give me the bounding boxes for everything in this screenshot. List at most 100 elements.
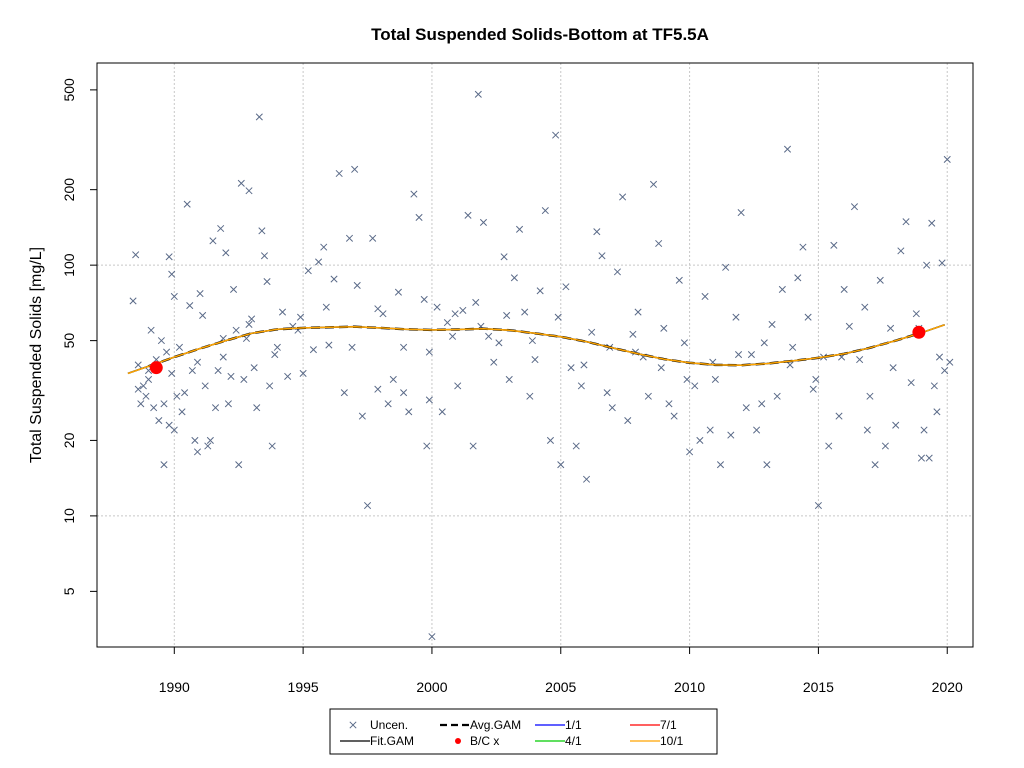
data-point (448, 332, 457, 340)
data-point (778, 285, 786, 293)
x-tick-label: 1990 (159, 679, 190, 695)
data-point (196, 290, 204, 298)
y-tick-label: 200 (61, 178, 77, 202)
data-point (845, 322, 853, 330)
data-point (170, 426, 178, 434)
data-point (598, 252, 606, 260)
data-point (871, 461, 879, 469)
data-point (173, 392, 181, 400)
data-point (245, 187, 253, 195)
data-point (670, 412, 678, 420)
data-point (425, 348, 433, 356)
data-point (315, 258, 323, 266)
legend-symbol (349, 721, 357, 729)
data-point (229, 285, 238, 293)
data-point (163, 348, 171, 356)
data-point (835, 412, 843, 420)
data-point (495, 339, 503, 347)
data-point (425, 396, 433, 404)
data-point (933, 408, 941, 416)
data-point (680, 339, 688, 347)
data-point (840, 285, 848, 293)
data-point (554, 313, 562, 321)
data-point (389, 375, 397, 384)
legend-item-7-1: 7/1 (630, 718, 677, 732)
data-point (248, 315, 256, 323)
data-point (716, 461, 725, 469)
data-point (907, 379, 915, 387)
data-point (644, 392, 652, 400)
y-tick-label: 50 (61, 333, 77, 349)
data-point (137, 400, 145, 408)
data-point (863, 426, 871, 434)
data-point (886, 324, 895, 332)
data-point (753, 426, 761, 434)
data-point (760, 339, 768, 347)
x-tick-label: 2020 (932, 679, 963, 695)
legend-item-avg-gam: Avg.GAM (440, 718, 521, 732)
x-tick-label: 2015 (803, 679, 834, 695)
data-point (696, 436, 704, 444)
data-point (861, 303, 869, 311)
data-point (722, 263, 730, 271)
data-point (374, 385, 382, 393)
bc-point (912, 325, 926, 339)
y-tick-label: 500 (61, 78, 77, 102)
data-point (160, 461, 168, 469)
data-point (897, 247, 905, 255)
data-point (472, 298, 480, 306)
data-point (304, 267, 312, 275)
data-point (410, 190, 418, 198)
data-point (271, 350, 279, 359)
data-point (809, 385, 817, 393)
data-point (186, 301, 194, 310)
data-point (510, 274, 518, 282)
data-point (675, 276, 683, 284)
series-line-fit-gam (127, 324, 945, 375)
data-point (335, 169, 343, 178)
data-point (384, 400, 392, 408)
legend-label: 1/1 (565, 718, 582, 732)
data-point (284, 372, 292, 380)
data-point (258, 227, 266, 235)
data-point (657, 364, 665, 372)
data-point (273, 343, 281, 351)
data-point (930, 382, 938, 390)
data-point (227, 372, 235, 380)
data-point (204, 442, 212, 450)
legend-label: B/C x (470, 734, 499, 748)
data-point (175, 343, 184, 351)
data-point (438, 408, 446, 416)
data-point (183, 200, 191, 208)
y-tick-label: 10 (61, 508, 77, 524)
data-point (665, 400, 673, 408)
data-point (794, 274, 802, 282)
legend-label: 7/1 (660, 718, 677, 732)
data-point (814, 501, 822, 510)
data-point (634, 308, 642, 316)
data-point (191, 436, 199, 444)
data-point (876, 276, 884, 284)
y-axis-label: Total Suspended Solids [mg/L] (28, 247, 45, 463)
axes: 1990 1995 2000 2005 2010 2015 2020 5 10 20 50 100 20… (61, 78, 963, 695)
data-point (423, 442, 431, 450)
x-tick-label: 2000 (416, 679, 447, 695)
data-point (552, 131, 560, 139)
data-point (142, 392, 150, 400)
legend-box (329, 708, 718, 755)
data-point (181, 389, 189, 397)
grid (97, 63, 973, 647)
data-point (742, 404, 750, 412)
data-point (799, 243, 807, 251)
data-point (201, 382, 209, 390)
legend-label: 10/1 (660, 734, 684, 748)
data-point (732, 313, 740, 321)
data-point (232, 326, 240, 334)
data-point (170, 292, 178, 301)
data-point (235, 461, 243, 469)
data-point (214, 366, 222, 375)
data-point (469, 442, 477, 450)
data-point (374, 305, 382, 313)
data-point (546, 436, 555, 444)
